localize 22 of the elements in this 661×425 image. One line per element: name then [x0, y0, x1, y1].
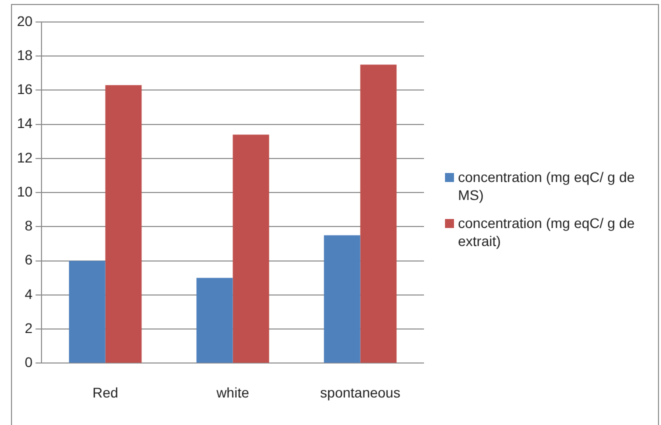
y-tick-label: 16 — [16, 81, 33, 98]
legend-label: concentration (mg eqC/ g de extrait) — [458, 214, 636, 250]
y-tick-label: 18 — [16, 46, 33, 63]
bar — [105, 85, 142, 363]
bar — [360, 64, 397, 363]
legend-label: concentration (mg eqC/ g de MS) — [458, 168, 636, 204]
y-tick-label: 10 — [16, 183, 33, 200]
y-tick-label: 20 — [16, 12, 33, 29]
y-tick-label: 8 — [24, 218, 33, 234]
bar — [68, 260, 106, 363]
y-tick-label: 2 — [24, 320, 33, 336]
x-tick-label: spontaneous — [320, 384, 400, 400]
y-tick-label: 4 — [24, 286, 33, 302]
bar — [196, 278, 233, 363]
x-tick-label: white — [215, 384, 250, 400]
bar — [324, 235, 360, 363]
y-tick-label: 14 — [16, 115, 33, 132]
y-tick-label: 0 — [24, 354, 33, 370]
y-tick-label: 12 — [16, 149, 33, 166]
bar — [232, 134, 270, 363]
x-tick-label: Red — [92, 384, 118, 400]
y-tick-label: 6 — [24, 252, 33, 268]
